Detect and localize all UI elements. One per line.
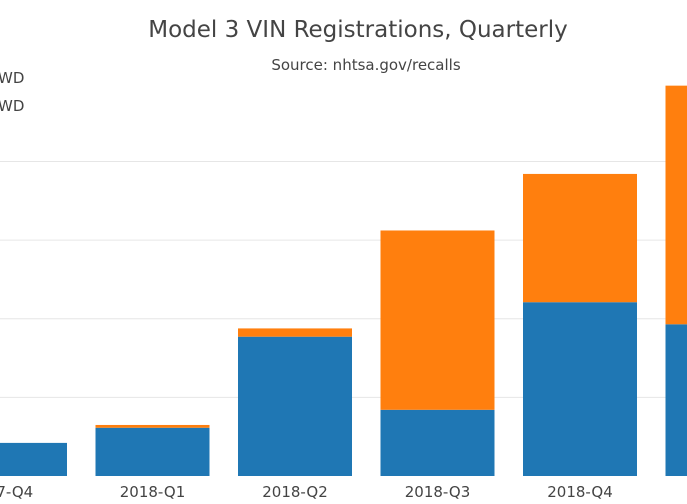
x-tick-label-2018-Q3: 2018-Q3	[405, 483, 471, 501]
bar-awd-2019-Q1	[665, 85, 687, 325]
chart-title: Model 3 VIN Registrations, Quarterly	[148, 17, 568, 43]
bar-awd-2018-Q3	[380, 230, 495, 410]
bar-rwd-2018-Q4	[523, 302, 637, 476]
x-tick-label-2018-Q2: 2018-Q2	[262, 483, 328, 501]
bar-rwd-2018-Q3	[380, 409, 495, 476]
legend-label-rwd: WD	[0, 69, 24, 87]
bar-awd-2018-Q1	[95, 424, 210, 428]
bars	[0, 85, 687, 476]
bar-rwd-2018-Q1	[95, 427, 210, 476]
bar-awd-2018-Q4	[523, 173, 637, 303]
bar-rwd-2017-Q4	[0, 442, 67, 476]
x-tick-label-2018-Q1: 2018-Q1	[120, 483, 186, 501]
x-tick-label-2018-Q4: 2018-Q4	[547, 483, 613, 501]
bar-awd-2018-Q2	[238, 328, 352, 337]
legend: WD WD	[0, 69, 24, 115]
legend-label-awd: WD	[0, 97, 24, 115]
bar-rwd-2018-Q2	[238, 336, 352, 476]
x-tick-label-2017-Q4: 17-Q4	[0, 483, 33, 501]
chart-subtitle: Source: nhtsa.gov/recalls	[271, 56, 460, 74]
bar-rwd-2019-Q1	[665, 324, 687, 476]
